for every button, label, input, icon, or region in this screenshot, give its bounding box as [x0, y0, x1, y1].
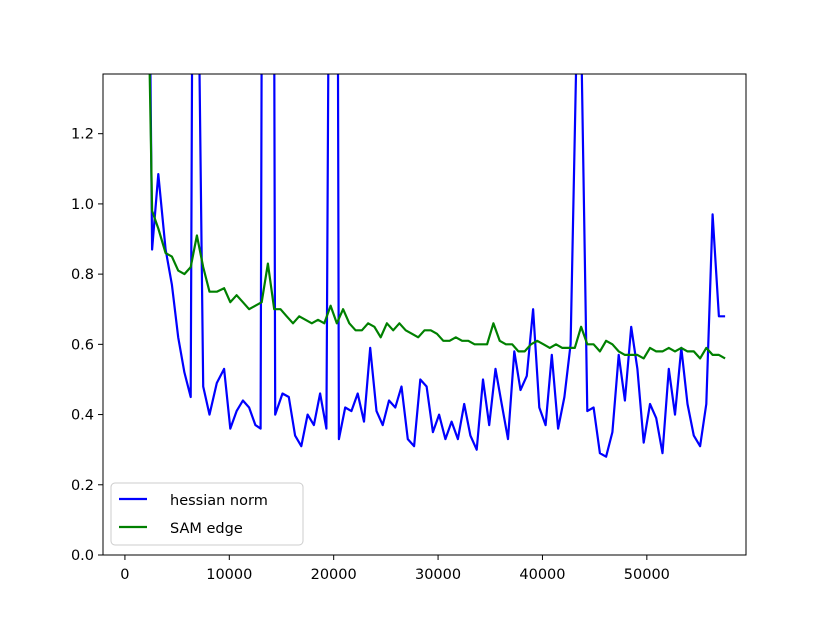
series-line-hessian-norm [149, 74, 726, 458]
x-tick-label: 40000 [519, 567, 565, 583]
legend: hessian norm SAM edge [110, 482, 304, 546]
y-axis-ticks: 0.0 0.2 0.4 0.6 0.8 1.0 1.2 [71, 127, 103, 564]
legend-label-sam-edge: SAM edge [170, 521, 243, 537]
y-tick-label: 0.2 [71, 478, 94, 494]
y-tick-label: 0.0 [71, 548, 94, 564]
x-tick-label: 30000 [415, 567, 461, 583]
x-tick-label: 0 [120, 567, 129, 583]
legend-label-hessian-norm: hessian norm [170, 493, 268, 509]
plot-area [103, 74, 746, 555]
legend-box [110, 482, 304, 546]
y-tick-label: 0.4 [71, 408, 94, 424]
plot-frame [102, 73, 747, 556]
y-tick-label: 0.6 [71, 337, 94, 353]
x-tick-label: 10000 [206, 567, 252, 583]
y-tick-label: 1.2 [71, 127, 94, 143]
y-tick-label: 1.0 [71, 197, 94, 213]
series-line-sam-edge [148, 74, 726, 360]
x-axis-ticks: 0 10000 20000 30000 40000 50000 [120, 555, 670, 583]
x-tick-label: 50000 [624, 567, 670, 583]
x-tick-label: 20000 [311, 567, 357, 583]
series-layer [148, 74, 726, 458]
y-tick-label: 0.8 [71, 267, 94, 283]
